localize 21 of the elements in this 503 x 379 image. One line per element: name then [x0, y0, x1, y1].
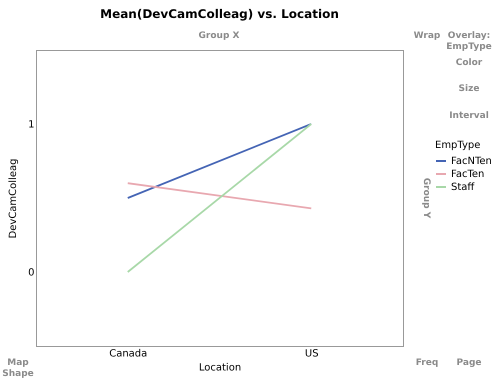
legend-label: FacTen — [451, 169, 484, 180]
text: Wrap — [414, 31, 441, 41]
y-axis-title: DevCamColleag — [8, 158, 20, 238]
legend-title: EmpType — [435, 140, 480, 151]
text: Overlay: EmpType — [446, 31, 492, 52]
text: Page — [456, 358, 482, 368]
text: Map Shape — [2, 358, 34, 379]
text: Interval — [449, 111, 489, 121]
x-tick-label: Canada — [109, 348, 148, 360]
text: Freq — [416, 358, 438, 368]
text: Size — [458, 84, 480, 94]
text: Group Y — [421, 178, 431, 219]
chart-title: Mean(DevCamColleag) vs. Location — [100, 7, 339, 21]
text: Color — [456, 58, 483, 68]
x-tick-label: US — [304, 348, 319, 360]
legend-label: FacNTen — [451, 156, 492, 167]
y-tick-label: 1 — [28, 120, 34, 130]
text: Group X — [198, 31, 240, 41]
x-axis-title: Location — [198, 362, 242, 374]
legend-label: Staff — [451, 182, 476, 193]
y-tick-label: 0 — [28, 268, 34, 278]
